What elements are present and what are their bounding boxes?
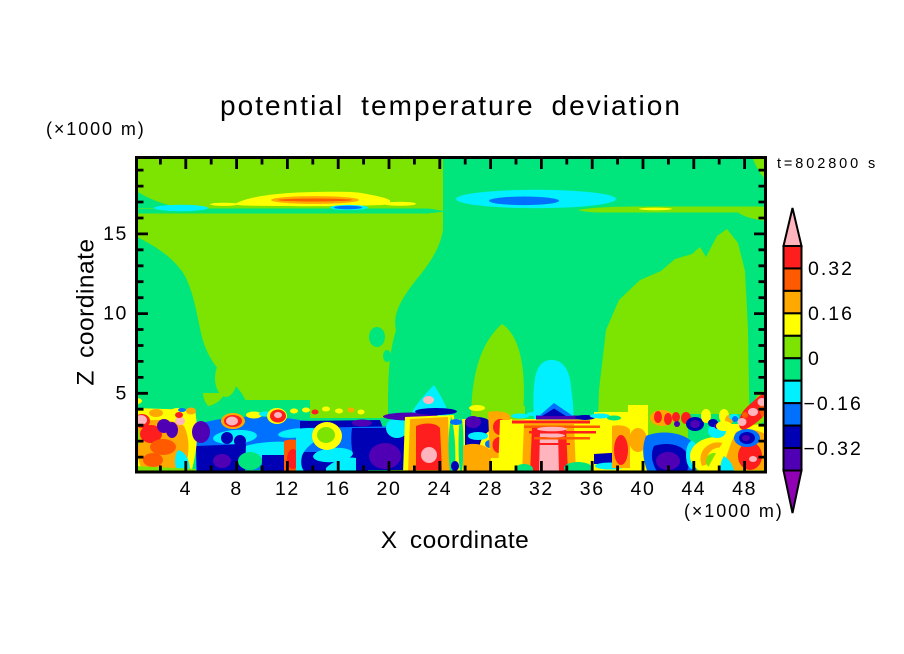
svg-text:32: 32	[529, 478, 554, 500]
svg-text:16: 16	[326, 478, 351, 500]
svg-text:10: 10	[103, 303, 128, 325]
svg-text:15: 15	[103, 223, 128, 245]
svg-text:28: 28	[478, 478, 503, 500]
svg-text:20: 20	[377, 478, 402, 500]
svg-text:(×1000 m): (×1000 m)	[684, 501, 784, 521]
svg-text:potential temperature deviatio: potential temperature deviation	[220, 90, 682, 121]
svg-text:t=802800 s: t=802800 s	[777, 156, 878, 172]
svg-text:5: 5	[116, 382, 128, 404]
svg-text:0.16: 0.16	[808, 303, 854, 325]
svg-text:24: 24	[427, 478, 452, 500]
svg-text:0: 0	[808, 348, 821, 370]
svg-text:4: 4	[180, 478, 192, 500]
svg-text:8: 8	[230, 478, 242, 500]
svg-text:44: 44	[681, 478, 706, 500]
svg-text:−0.16: −0.16	[804, 393, 863, 415]
svg-text:36: 36	[580, 478, 605, 500]
svg-text:Z coordinate: Z coordinate	[73, 238, 100, 385]
svg-text:48: 48	[732, 478, 757, 500]
svg-text:12: 12	[275, 478, 300, 500]
svg-text:−0.32: −0.32	[804, 438, 863, 460]
svg-text:X coordinate: X coordinate	[381, 527, 530, 554]
svg-text:(×1000 m): (×1000 m)	[46, 119, 146, 139]
svg-text:0.32: 0.32	[808, 258, 854, 280]
svg-text:40: 40	[631, 478, 656, 500]
